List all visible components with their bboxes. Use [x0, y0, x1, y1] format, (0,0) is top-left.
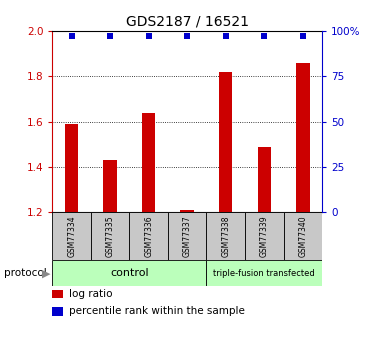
Text: GSM77339: GSM77339 — [260, 216, 269, 257]
Text: protocol: protocol — [4, 268, 47, 278]
Bar — [168, 212, 206, 260]
Bar — [52, 260, 206, 286]
Text: control: control — [110, 268, 149, 278]
Text: GSM77340: GSM77340 — [298, 216, 307, 257]
Bar — [245, 212, 284, 260]
Title: GDS2187 / 16521: GDS2187 / 16521 — [126, 14, 249, 29]
Bar — [180, 210, 194, 212]
Bar — [296, 63, 310, 212]
Text: GSM77336: GSM77336 — [144, 216, 153, 257]
Text: GSM77338: GSM77338 — [221, 216, 230, 257]
Text: log ratio: log ratio — [69, 289, 112, 299]
Text: GSM77335: GSM77335 — [106, 216, 115, 257]
Text: GSM77337: GSM77337 — [183, 216, 192, 257]
Bar — [258, 147, 271, 212]
Text: ▶: ▶ — [42, 268, 50, 278]
Bar — [219, 72, 232, 212]
Text: triple-fusion transfected: triple-fusion transfected — [213, 269, 315, 278]
Text: percentile rank within the sample: percentile rank within the sample — [69, 306, 244, 316]
Bar — [130, 212, 168, 260]
Bar — [206, 260, 322, 286]
Bar — [52, 212, 91, 260]
Bar — [104, 160, 117, 212]
Bar — [65, 124, 78, 212]
Bar — [284, 212, 322, 260]
Bar — [91, 212, 130, 260]
Bar — [142, 112, 156, 212]
Bar — [52, 307, 63, 316]
Bar — [52, 290, 63, 298]
Text: GSM77334: GSM77334 — [67, 216, 76, 257]
Bar — [206, 212, 245, 260]
